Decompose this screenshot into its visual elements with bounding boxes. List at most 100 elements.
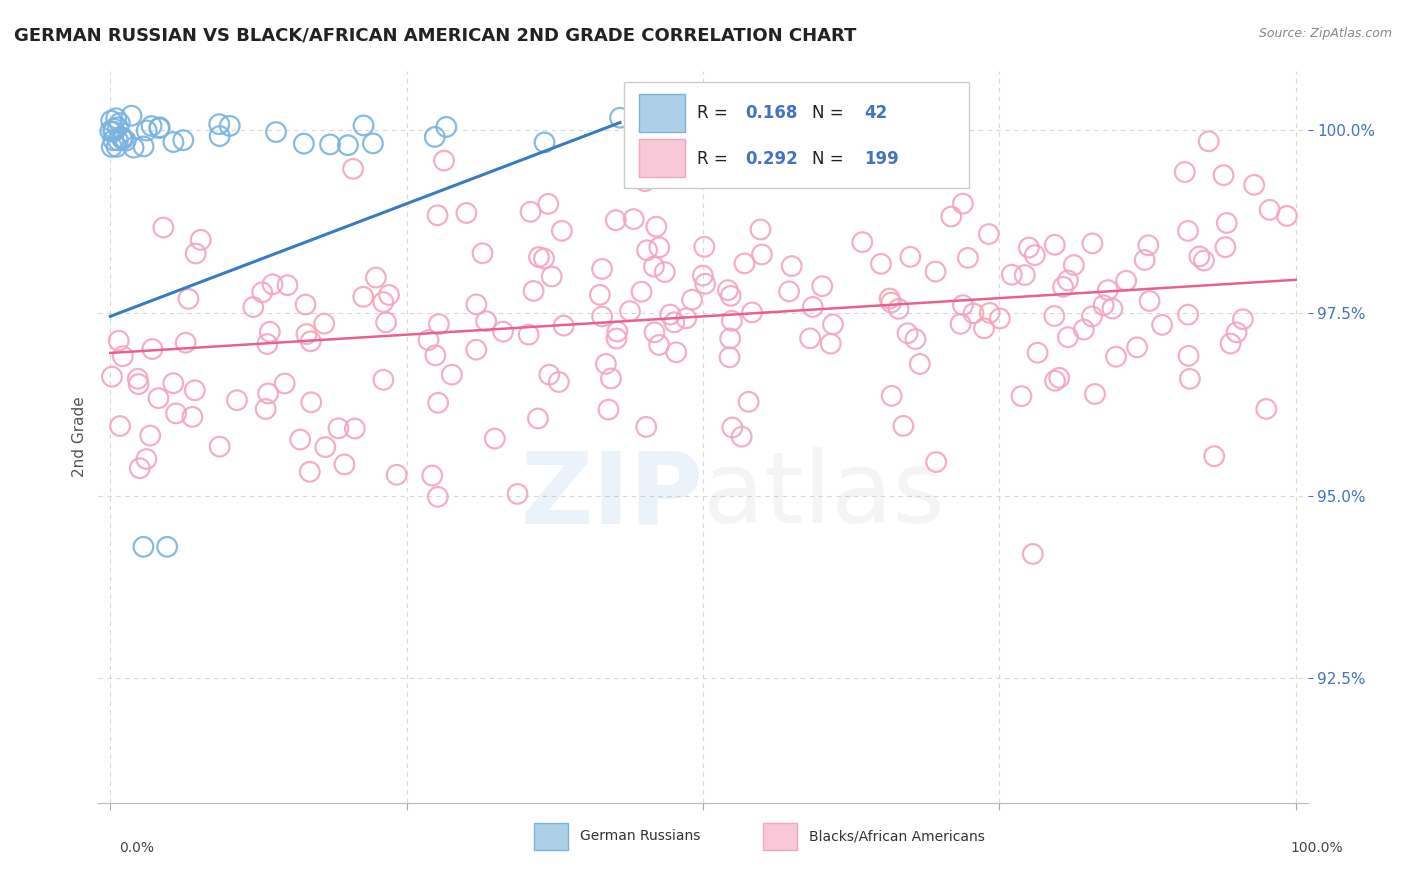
Point <box>276 278 298 293</box>
Point <box>1243 178 1265 192</box>
Point <box>475 314 498 328</box>
Point <box>1057 330 1080 344</box>
Point <box>737 394 759 409</box>
Point <box>433 153 456 168</box>
Point <box>721 420 744 434</box>
Point <box>259 325 281 339</box>
Point <box>352 290 374 304</box>
Point <box>1126 340 1149 354</box>
Text: atlas: atlas <box>703 447 945 544</box>
Point <box>778 285 800 299</box>
Point <box>149 120 172 135</box>
Point <box>1275 209 1298 223</box>
Point <box>264 125 287 139</box>
Point <box>378 288 401 302</box>
Point <box>780 259 803 273</box>
Point <box>1043 309 1066 323</box>
Point <box>731 430 754 444</box>
Point <box>177 292 200 306</box>
Point <box>1081 236 1104 251</box>
Point <box>141 342 163 356</box>
Point <box>254 402 277 417</box>
Point <box>811 279 834 293</box>
Point <box>598 402 620 417</box>
Point <box>904 332 927 346</box>
Point <box>1133 252 1156 267</box>
Point <box>648 240 671 254</box>
Point <box>294 297 316 311</box>
Point <box>1174 165 1197 179</box>
Point <box>1226 326 1249 340</box>
Point <box>226 393 249 408</box>
Point <box>101 369 124 384</box>
Point <box>434 120 457 134</box>
Point <box>290 433 312 447</box>
Point <box>427 396 450 410</box>
Point <box>156 540 179 554</box>
Point <box>328 421 350 435</box>
Point <box>718 331 741 345</box>
Point <box>551 224 574 238</box>
Text: N =: N = <box>811 150 849 168</box>
Point <box>299 334 322 349</box>
Point <box>427 317 450 331</box>
Point <box>141 119 163 133</box>
Text: 0.168: 0.168 <box>745 104 797 122</box>
Point <box>1057 273 1080 287</box>
Y-axis label: 2nd Grade: 2nd Grade <box>72 397 87 477</box>
Point <box>273 376 295 391</box>
Point <box>208 129 231 144</box>
Point <box>1001 268 1024 282</box>
Point <box>527 250 550 264</box>
Point <box>299 395 322 409</box>
Point <box>1063 258 1085 272</box>
Point <box>538 368 561 382</box>
Point <box>623 212 645 227</box>
Point <box>373 295 395 310</box>
Point <box>165 406 187 420</box>
FancyBboxPatch shape <box>624 82 969 188</box>
Point <box>664 315 686 329</box>
Point <box>749 222 772 236</box>
Point <box>636 244 658 258</box>
Point <box>893 418 915 433</box>
Point <box>292 136 315 151</box>
Point <box>924 264 946 278</box>
Point <box>1047 371 1070 385</box>
Point <box>492 325 515 339</box>
Point <box>533 136 555 150</box>
Point <box>693 240 716 254</box>
Point <box>1258 202 1281 217</box>
Point <box>112 132 135 146</box>
Point <box>801 300 824 314</box>
Point <box>887 301 910 316</box>
Point <box>343 421 366 435</box>
Point <box>821 318 844 332</box>
Point <box>256 337 278 351</box>
Point <box>1139 293 1161 308</box>
Text: 199: 199 <box>863 150 898 168</box>
Point <box>336 138 359 153</box>
Point <box>553 318 575 333</box>
Point <box>810 145 832 160</box>
Point <box>851 235 873 249</box>
Point <box>675 311 697 326</box>
Point <box>1014 268 1036 282</box>
Point <box>979 306 1001 320</box>
Point <box>1043 374 1066 388</box>
Point <box>465 297 488 311</box>
Point <box>184 384 207 398</box>
Point <box>1177 308 1199 322</box>
Point <box>148 121 170 136</box>
Point <box>174 335 197 350</box>
Point <box>353 119 375 133</box>
Point <box>100 140 122 154</box>
Point <box>471 246 494 260</box>
Point <box>820 336 842 351</box>
Point <box>107 334 129 348</box>
Point <box>298 465 321 479</box>
Point <box>105 112 128 126</box>
Point <box>465 343 488 357</box>
Text: GERMAN RUSSIAN VS BLACK/AFRICAN AMERICAN 2ND GRADE CORRELATION CHART: GERMAN RUSSIAN VS BLACK/AFRICAN AMERICAN… <box>14 27 856 45</box>
Point <box>609 111 631 125</box>
